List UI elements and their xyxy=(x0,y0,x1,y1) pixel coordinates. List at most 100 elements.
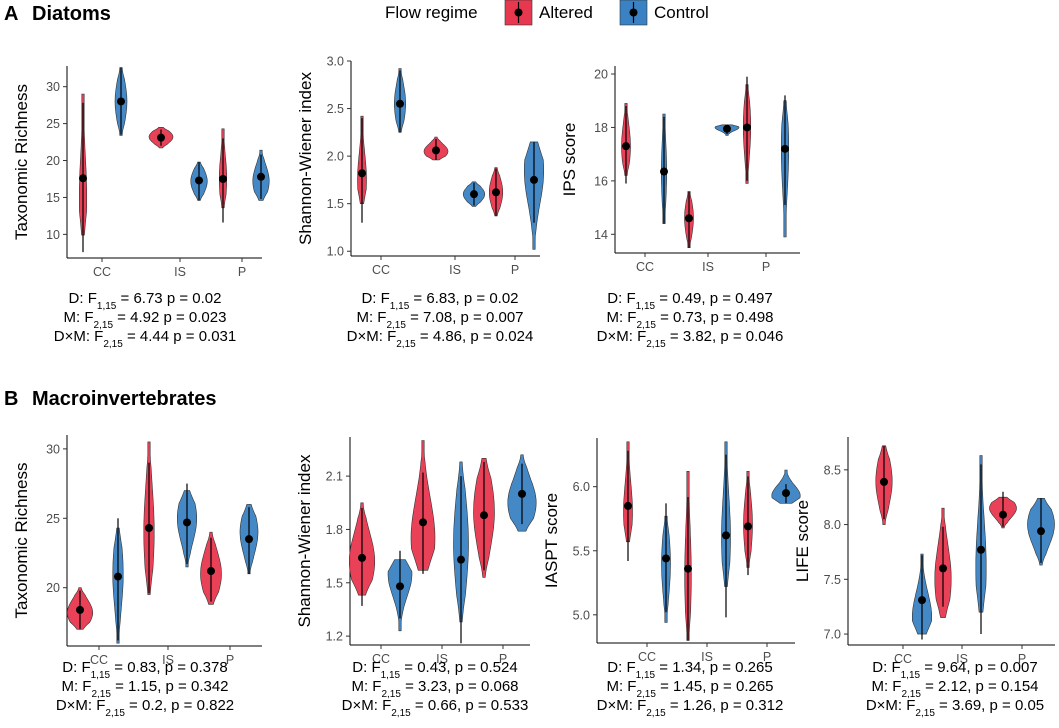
x-tick-label: IS xyxy=(449,263,461,277)
mean-point-altered-cc xyxy=(79,174,87,183)
mean-point-control-cc xyxy=(396,582,404,591)
x-tick-label: CC xyxy=(93,265,111,279)
mean-point-control-is xyxy=(183,518,191,527)
x-tick-label: P xyxy=(238,265,246,279)
panel-diatoms-shannon: 1.0 1.5 2.0 2.5 3.0 Shannon-Wiener index CC IS P… xyxy=(296,55,544,350)
mean-point-control-cc xyxy=(114,572,122,581)
legend-key-altered: Altered xyxy=(504,0,593,26)
section-a-letter: A xyxy=(4,3,18,25)
y-axis-title: Shannon-Wiener index xyxy=(296,72,315,245)
y-tick-label: 25 xyxy=(46,512,60,526)
x-tick-label: CC xyxy=(638,650,656,664)
mean-point-altered-p xyxy=(207,567,215,576)
x-tick-label: CC xyxy=(372,652,390,666)
mean-point-altered-cc xyxy=(880,477,888,486)
x-tick-label: IS xyxy=(174,265,186,279)
y-tick-label: 8.0 xyxy=(824,518,841,532)
mean-point-altered-is xyxy=(432,146,440,155)
stat-m: M: F2,15 = 1.15, p = 0.342 xyxy=(61,678,228,700)
stat-dm: D×M: F2,15 = 1.26, p = 0.312 xyxy=(597,697,784,719)
mean-point-altered-is xyxy=(419,518,427,527)
x-tick-label: CC xyxy=(636,260,654,274)
stat-dm: D×M: F2,15 = 0.2, p = 0.822 xyxy=(56,697,234,719)
legend-title: Flow regime xyxy=(385,3,478,22)
y-tick-label: 30 xyxy=(46,80,60,94)
y-axis-title: IASPT score xyxy=(542,493,561,588)
panel-diatoms-ips: 14 16 18 20 IPS score CC IS P D: F1,15 = 0.49, p… xyxy=(560,66,800,350)
panel-macro-life: 7.0 7.5 8.0 8.5 LIFE score CC IS PD: F1,15 = 9.… xyxy=(793,437,1055,719)
mean-point-altered-cc xyxy=(624,501,632,510)
stat-d: D: F1,15 = 6.83, p = 0.02 xyxy=(361,290,518,312)
mean-point-altered-cc xyxy=(358,169,366,178)
mean-point-altered-is xyxy=(684,564,692,573)
x-tick-label: P xyxy=(511,263,519,277)
stat-m: M: F2,15 = 2.12, p = 0.154 xyxy=(871,678,1038,700)
y-tick-label: 14 xyxy=(594,228,608,242)
mean-point-control-cc xyxy=(117,97,125,106)
mean-point-control-is xyxy=(470,190,478,199)
stat-dm: D×M: F2,15 = 3.69, p = 0.05 xyxy=(866,697,1044,719)
y-tick-label: 5.0 xyxy=(573,608,590,622)
x-tick-label: P xyxy=(1018,652,1026,666)
stat-d: D: F1,15 = 1.34, p = 0.265 xyxy=(607,659,772,681)
x-tick-label: P xyxy=(763,650,771,664)
y-axis-title: IPS score xyxy=(560,123,579,197)
mean-point-control-p xyxy=(518,489,526,498)
x-tick-label: P xyxy=(499,652,507,666)
x-tick-label: P xyxy=(226,653,234,667)
mean-point-altered-p xyxy=(480,511,488,520)
y-tick-label: 15 xyxy=(46,191,60,205)
y-tick-label: 1.0 xyxy=(327,245,344,259)
y-axis-title: LIFE score xyxy=(793,500,812,582)
y-tick-label: 2.0 xyxy=(327,150,344,164)
mean-point-altered-is xyxy=(157,133,165,142)
mean-point-control-p xyxy=(782,489,790,498)
y-tick-label: 7.0 xyxy=(824,628,841,642)
stat-m: M: F2,15 = 4.92 p = 0.023 xyxy=(64,309,227,331)
mean-point-altered-cc xyxy=(76,605,84,614)
y-tick-label: 1.5 xyxy=(326,576,343,590)
y-tick-label: 20 xyxy=(46,154,60,168)
mean-point-altered-is xyxy=(145,524,153,533)
y-tick-label: 10 xyxy=(46,228,60,242)
section-b-letter: B xyxy=(4,388,18,410)
x-tick-label: CC xyxy=(894,652,912,666)
y-tick-label: 20 xyxy=(46,581,60,595)
stat-d: D: F1,15 = 0.43, p = 0.524 xyxy=(352,659,517,681)
mean-point-control-cc xyxy=(396,99,404,108)
y-tick-label: 5.5 xyxy=(573,544,590,558)
mean-point-altered-p xyxy=(743,123,751,132)
mean-point-altered-p xyxy=(744,522,752,531)
mean-point-control-is xyxy=(457,555,465,564)
y-tick-label: 3.0 xyxy=(327,55,344,69)
legend-key-control: Control xyxy=(619,0,709,26)
mean-point-control-p xyxy=(257,172,265,181)
legend: Flow regime Altered Control xyxy=(385,0,709,26)
y-tick-label: 1.5 xyxy=(327,197,344,211)
mean-point-altered-is xyxy=(939,564,947,573)
stat-d: D: F1,15 = 6.73 p = 0.02 xyxy=(69,290,222,312)
x-tick-label: CC xyxy=(90,653,108,667)
stat-m: M: F2,15 = 1.45, p = 0.265 xyxy=(606,678,773,700)
x-tick-label: CC xyxy=(372,263,390,277)
stat-dm: D×M: F2,15 = 3.82, p = 0.046 xyxy=(597,328,784,350)
stat-m: M: F2,15 = 0.73, p = 0.498 xyxy=(606,309,773,331)
y-tick-label: 1.2 xyxy=(326,630,343,644)
mean-point-control-cc xyxy=(918,596,926,605)
mean-point-control-p xyxy=(1037,527,1045,536)
section-b-title: Macroinvertebrates xyxy=(32,388,217,410)
y-tick-label: 7.5 xyxy=(824,573,841,587)
x-tick-label: IS xyxy=(436,652,448,666)
y-axis-title: Taxonomic Richness xyxy=(12,84,31,240)
panel-macro-iaspt: 5.0 5.5 6.0 IASPT score CC IS PD: F1,15 = 1.34… xyxy=(542,438,801,719)
mean-point-control-is xyxy=(722,531,730,540)
panel-macro-richness: 20 25 30 Taxonomic Richness CC IS PD: F1,15 = … xyxy=(12,435,262,719)
y-tick-label: 20 xyxy=(594,68,608,82)
x-tick-label: IS xyxy=(162,653,174,667)
legend-label-altered: Altered xyxy=(539,3,593,22)
y-tick-label: 8.5 xyxy=(824,463,841,477)
y-tick-label: 18 xyxy=(594,121,608,135)
x-tick-label: P xyxy=(762,260,770,274)
y-tick-label: 1.8 xyxy=(326,523,343,537)
